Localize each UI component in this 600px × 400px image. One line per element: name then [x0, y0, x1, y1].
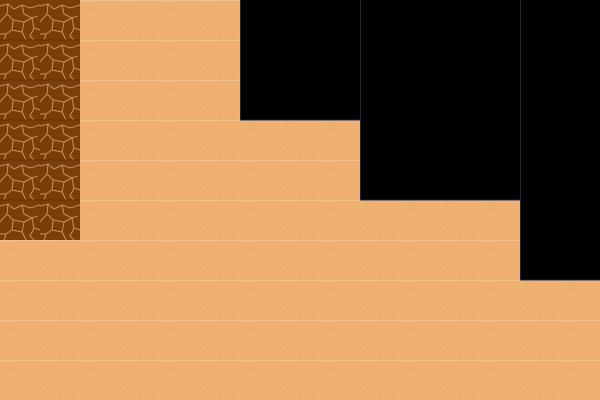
rock-tile-lines [0, 39, 80, 201]
void [240, 0, 600, 281]
